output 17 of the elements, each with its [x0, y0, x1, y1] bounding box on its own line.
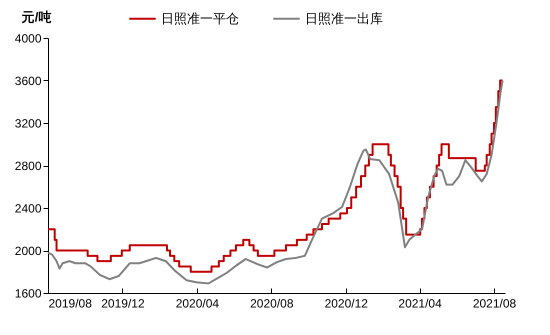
y-tick-label: 2000	[14, 244, 42, 258]
x-tick-label: 2019/08	[48, 296, 92, 310]
x-tick-label: 2020/04	[176, 296, 220, 310]
y-tick-label: 3600	[14, 74, 42, 88]
x-tick-label: 2021/04	[398, 296, 442, 310]
legend-label: 日照准一出库	[305, 10, 383, 26]
y-tick-label: 1600	[14, 286, 42, 300]
y-tick-label: 2400	[14, 202, 42, 216]
x-tick-label: 2020/08	[250, 296, 294, 310]
x-tick-label: 2019/12	[101, 296, 145, 310]
x-tick-label: 2021/08	[472, 296, 517, 310]
x-tick-label: 2020/12	[324, 296, 368, 310]
y-axis-title: 元/吨	[20, 10, 52, 24]
legend-label: 日照准一平仓	[161, 10, 239, 26]
y-tick-label: 2800	[14, 159, 42, 173]
y-tick-label: 4000	[14, 32, 42, 46]
y-tick-label: 3200	[14, 116, 42, 130]
